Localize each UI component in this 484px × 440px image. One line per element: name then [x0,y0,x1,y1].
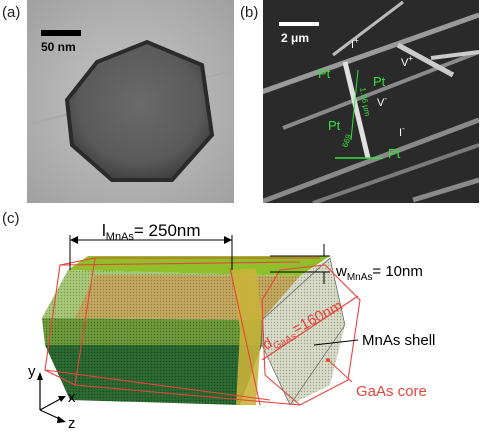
nanowire [263,12,479,95]
core-face [75,275,300,320]
panel-b-label: (b) [240,4,259,21]
terminal-v-plus: V+ [401,54,413,69]
nanowire [430,50,479,60]
scale-bar-b [279,22,319,26]
terminal-v-minus: V- [377,94,387,109]
width-label: wMnAs= 10nm [335,263,423,283]
shell-top-face [68,256,330,276]
pt-label: Pt [388,146,401,161]
core-leader [327,359,353,383]
pt-label: Pt [328,118,341,133]
shell-leader [313,339,359,346]
shell-lower-face [45,345,262,405]
nanowire [282,50,479,130]
length-label: lMnAs= 250nm [102,221,201,243]
scale-bar-a-label: 50 nm [41,40,76,54]
pt-label: Pt [318,66,331,81]
tem-image: 50 nm [27,0,234,203]
axis-y-label: y [28,363,36,380]
scale-bar-a [41,30,81,36]
distance-label: 669 [340,133,353,149]
panel-c-label: (c) [2,210,20,227]
axis-x-label: x [68,389,76,406]
nanowire [412,177,479,203]
panel-a-label: (a) [2,4,21,21]
pt-label: Pt [373,74,386,89]
axes-triad [37,372,66,423]
terminal-i-plus: I+ [351,36,359,51]
nanowire [396,42,455,78]
contact-wire [342,61,371,159]
shell-label: MnAs shell [362,332,435,349]
measure-line [350,69,359,141]
hex-end-outline [261,257,346,406]
terminal-i-minus: I- [399,124,405,139]
core-label: GaAs core [356,383,427,400]
core-wireframe [44,257,361,406]
nanowire [332,0,404,57]
axis-z-label: z [68,415,76,432]
hex-end-face [262,258,345,405]
core-leader-dot [326,358,330,362]
nanowire-cross-section [64,39,215,182]
length-arrow-head [224,236,232,244]
scale-bar-b-label: 2 μm [281,31,309,45]
diameter-arrow [261,295,359,361]
length-arrow-head [70,236,78,244]
shell-middle-face [42,318,262,345]
nanowire [263,117,479,203]
sem-image: 2 μm Pt Pt Pt Pt I+ V+ V- I- 1.96 μm 669 [263,0,479,203]
nanowire [312,143,479,203]
shell-edge [232,268,262,405]
